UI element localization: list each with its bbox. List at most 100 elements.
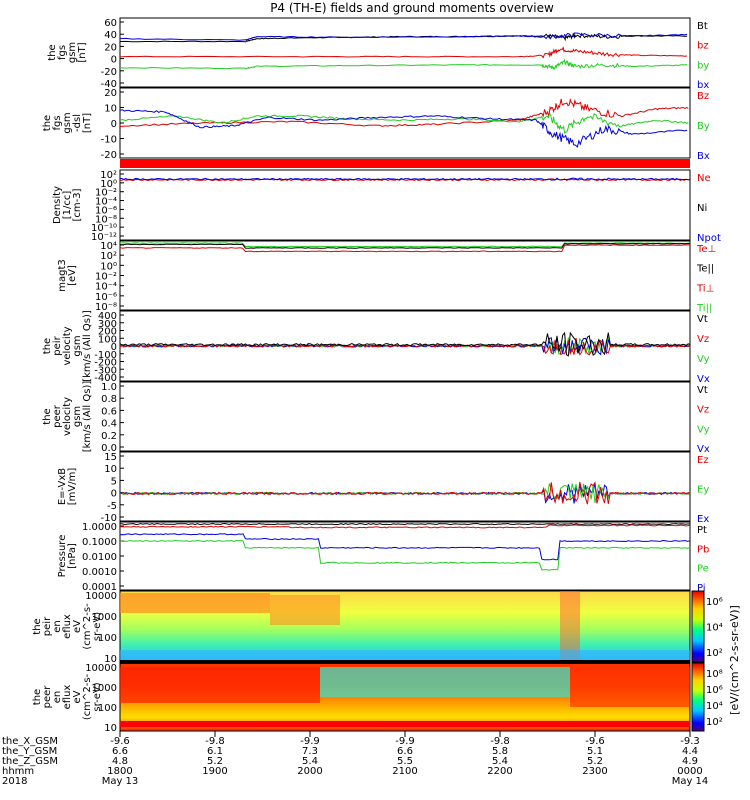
x-tick-label: 4.9 (682, 756, 698, 767)
panel-electron_velocity: 1.00.80.6 0.40.20.0 the peer velocity gsm [km/… (42, 381, 710, 455)
y-tick-label: 200 (98, 327, 117, 338)
legend-ne: Ne (697, 173, 711, 184)
panel-pressure: 1.0000 0.1000 0.0100 0.0010 0.0001 Pressure [n… (57, 521, 709, 594)
x-tick-label: 0000 (677, 766, 702, 777)
legend-bz: bz (697, 41, 709, 52)
y-tick-label: 10² (100, 170, 117, 181)
y-axis-label: E=-VxB (57, 468, 68, 505)
y-tick-label: 1.0000 (82, 522, 117, 533)
y-tick-label: 0.0100 (82, 552, 117, 563)
y-tick-label: 10⁻¹² (91, 232, 117, 243)
x-tick-label: 5.4 (302, 756, 318, 767)
y-tick-label: 10² (100, 251, 117, 262)
panel-frame (119, 87, 691, 159)
x-tick-label: 1900 (202, 766, 227, 777)
y-tick-label: 1000 (92, 612, 117, 623)
legend-vz: Vz (697, 405, 709, 416)
y-axis-label: eV (72, 620, 83, 633)
y-axis-label: [nT] (77, 42, 88, 62)
legend-ez: Ez (697, 455, 709, 466)
vel-vt-trace (119, 331, 691, 357)
ion-hot-region (270, 595, 340, 625)
legend-vt: Vt (697, 314, 708, 325)
x-tick-label: -9.3 (680, 736, 700, 747)
year-label: 2018 (2, 776, 27, 787)
y-tick-label: 1.0 (101, 382, 117, 393)
y-axis-label: peer (52, 404, 63, 428)
legend-vz: Vz (697, 334, 709, 345)
y-tick-label: -300 (94, 365, 117, 376)
legend-te⊥: Te⊥ (696, 244, 716, 255)
x-tick-label: 4.8 (112, 756, 128, 767)
x-row-label: the_X_GSM (2, 736, 58, 747)
pressure-pi-trace (119, 533, 691, 561)
y-axis-label: peir (52, 335, 63, 355)
x-tick-label: 6.6 (397, 746, 413, 757)
x-tick-label: -9.8 (205, 736, 225, 747)
panel-frame (119, 451, 691, 522)
panel-density: 10²10⁰10⁻²10⁻⁴10⁻⁶10⁻⁸10⁻¹⁰10⁻¹²Density[… (52, 169, 721, 244)
legend-vx: Vx (697, 374, 710, 385)
y-tick-label: 40 (104, 30, 117, 41)
pressure-pt-trace (119, 522, 691, 526)
y-axis-label: [cm-3] (72, 188, 83, 221)
y-tick-label: -5 (107, 501, 117, 512)
y-tick-label: 1000 (92, 683, 117, 694)
legend-bx: bx (697, 80, 709, 91)
panel-frame (119, 381, 691, 452)
y-axis-label: the (42, 338, 53, 354)
legend-ni: Ni (697, 203, 707, 214)
y-tick-label: 0.0 (101, 443, 117, 454)
y-tick-label: 10⁻⁸ (95, 302, 117, 313)
y-axis-label: the (42, 115, 53, 131)
x-tick-label: -9.6 (110, 736, 130, 747)
colorbar-tick-label: 10⁴ (706, 623, 723, 634)
legend-ex: Ex (697, 514, 709, 525)
series-line-bz (119, 46, 688, 59)
panel-fgs_gse_zoom: 20 10 0 -10 -20 the fgs gsm -dsl [nT] Bz By Bx (42, 87, 710, 162)
series-line-bx (119, 32, 688, 41)
panel-ion_spectrogram: 10000 1000 100 10 the peir en eflux eV (cm^2-s-sr… (32, 591, 124, 665)
y-tick-label: 0 (111, 489, 117, 500)
y-axis-label: (cm^2-s- (82, 603, 93, 650)
x-tick-label: -9.9 (300, 736, 320, 747)
legend-ti⊥: Ti⊥ (696, 283, 714, 294)
y-tick-label: 100 (98, 334, 117, 345)
y-tick-label: 300 (98, 319, 117, 330)
x-tick-label: 6.1 (207, 746, 223, 757)
y-tick-label: -400 (94, 373, 117, 384)
x-tick-label: 2200 (487, 766, 512, 777)
y-tick-label: 0 (111, 119, 117, 130)
legend-ti||: Ti|| (696, 303, 712, 314)
x-tick-label: 2300 (582, 766, 607, 777)
y-axis-label: (cm^2-s- (82, 673, 93, 720)
y-axis-label: peir (42, 616, 53, 636)
y-tick-label: 5 (111, 476, 117, 487)
legend-te||: Te|| (696, 264, 714, 275)
y-axis-label: [mV/m] (67, 468, 78, 506)
y-tick-label: 10⁻⁶ (95, 292, 117, 303)
y-tick-label: 10⁻⁴ (95, 197, 117, 208)
y-tick-label: 60 (104, 18, 117, 29)
x-tick-label: 5.1 (587, 746, 603, 757)
y-tick-label: 10⁻¹⁰ (91, 223, 117, 234)
x-tick-label: 6.6 (112, 746, 128, 757)
date-left-label: May 13 (102, 776, 139, 787)
y-tick-label: 10 (104, 654, 117, 665)
y-axis-label: sr-eV) (92, 612, 103, 641)
x-tick-label: 5.2 (587, 756, 603, 767)
y-tick-label: -10 (101, 513, 117, 524)
el-low-energy-band (120, 721, 690, 727)
y-axis-label: gsm (72, 406, 83, 427)
colorbar-tick-label: 10⁸ (706, 669, 723, 680)
quality-flag-bar (120, 159, 690, 168)
chart-title: P4 (TH-E) fields and ground moments over… (270, 1, 554, 15)
efield-ez-trace (119, 481, 691, 505)
pressure-pe-trace (119, 539, 691, 571)
x-tick-label: 5.5 (397, 756, 413, 767)
y-tick-label: 10⁰ (100, 179, 117, 190)
y-tick-label: 0.8 (101, 394, 117, 405)
series-line-bx (119, 109, 688, 148)
